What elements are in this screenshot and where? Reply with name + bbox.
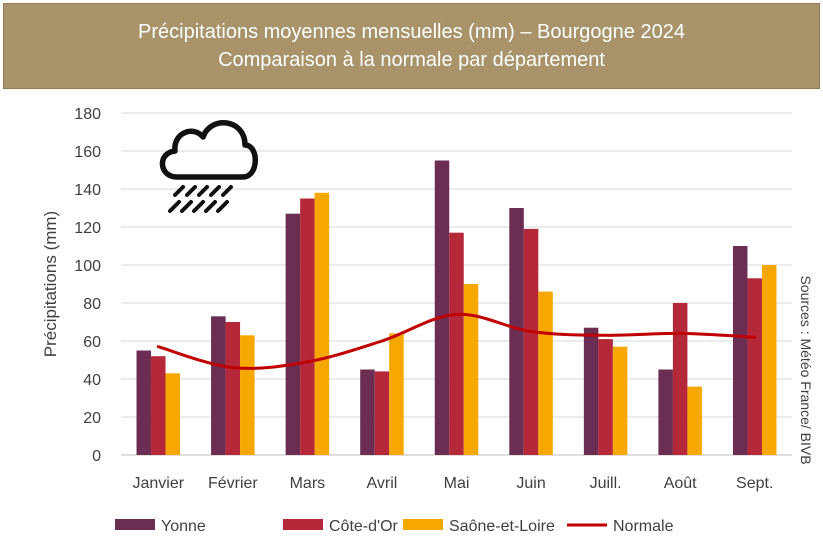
normal-line (156, 312, 757, 370)
legend-item: Côte-d'Or (283, 518, 399, 535)
x-tick-label: Février (208, 475, 258, 492)
y-tick-label: 60 (83, 334, 101, 351)
y-tick-label: 160 (74, 144, 101, 161)
chart-title: Précipitations moyennes mensuelles (mm) … (138, 21, 685, 43)
y-tick-label: 180 (74, 106, 101, 123)
legend-label: Saône-et-Loire (449, 518, 555, 535)
normal-line-path (156, 312, 757, 370)
bar-sa-ne-et-loire (314, 192, 330, 456)
y-tick-label: 140 (74, 182, 101, 199)
bar-c-te-d-or (747, 278, 762, 455)
x-tick-label: Juin (516, 475, 545, 492)
x-tick-label: Mai (444, 475, 470, 492)
bar-yonne (732, 246, 748, 455)
rain-cloud-icon (159, 120, 258, 213)
x-tick-label: Août (664, 475, 697, 492)
y-tick-label: 0 (92, 448, 101, 465)
x-tick-label: Juill. (590, 475, 622, 492)
bar-sa-ne-et-loire (687, 386, 702, 455)
bar-yonne (509, 208, 524, 455)
y-tick-labels: 0 20 40 60 80 100 120 140 160 180 (74, 106, 101, 465)
bar-sa-ne-et-loire (389, 333, 404, 455)
bars (136, 160, 777, 456)
legend-swatch (283, 519, 323, 530)
legend-label: Yonne (161, 518, 206, 535)
x-tick-label: Janvier (132, 475, 184, 492)
bar-c-te-d-or (374, 371, 390, 455)
legend-swatch (403, 519, 443, 530)
bar-c-te-d-or (300, 198, 315, 455)
bar-yonne (658, 369, 673, 455)
y-tick-label: 20 (83, 410, 101, 427)
legend-item: Normale (567, 518, 674, 535)
bar-c-te-d-or (598, 339, 613, 455)
title-banner: Précipitations moyennes mensuelles (mm) … (3, 3, 820, 89)
y-axis-title: Précipitations (mm) (41, 211, 60, 357)
bar-yonne (360, 369, 375, 455)
bar-c-te-d-or (449, 232, 464, 455)
legend-item: Yonne (115, 518, 206, 535)
y-tick-label: 100 (74, 258, 101, 275)
legend: Yonne Côte-d'Or Saône-et-Loire Normale (115, 518, 674, 535)
bar-yonne (211, 316, 226, 455)
bar-c-te-d-or (225, 322, 241, 455)
bar-yonne (434, 160, 450, 455)
x-tick-label: Mars (290, 475, 326, 492)
bar-yonne (136, 350, 152, 455)
legend-label: Normale (613, 518, 674, 535)
bar-c-te-d-or (672, 303, 688, 455)
chart-subtitle: Comparaison à la normale par département (218, 49, 605, 71)
x-tick-label: Sept. (736, 475, 773, 492)
bar-sa-ne-et-loire (463, 284, 479, 455)
legend-swatch (115, 519, 155, 530)
y-tick-label: 80 (83, 296, 101, 313)
bar-yonne (285, 213, 301, 455)
bar-sa-ne-et-loire (165, 373, 181, 455)
y-tick-label: 120 (74, 220, 101, 237)
legend-item: Saône-et-Loire (403, 518, 555, 535)
legend-label: Côte-d'Or (329, 518, 399, 535)
bar-sa-ne-et-loire (538, 291, 553, 455)
source-note: Sources : Météo France/ BIVB (798, 275, 814, 464)
bar-sa-ne-et-loire (761, 265, 777, 455)
bar-sa-ne-et-loire (612, 346, 628, 455)
bar-c-te-d-or (523, 228, 539, 455)
x-tick-label: Avril (367, 475, 398, 492)
bar-yonne (583, 327, 599, 455)
y-tick-label: 40 (83, 372, 101, 389)
x-tick-labels: Janvier Février Mars Avril Mai Juin Juill. Août… (132, 475, 773, 492)
bar-sa-ne-et-loire (240, 335, 255, 455)
bar-c-te-d-or (151, 356, 166, 455)
